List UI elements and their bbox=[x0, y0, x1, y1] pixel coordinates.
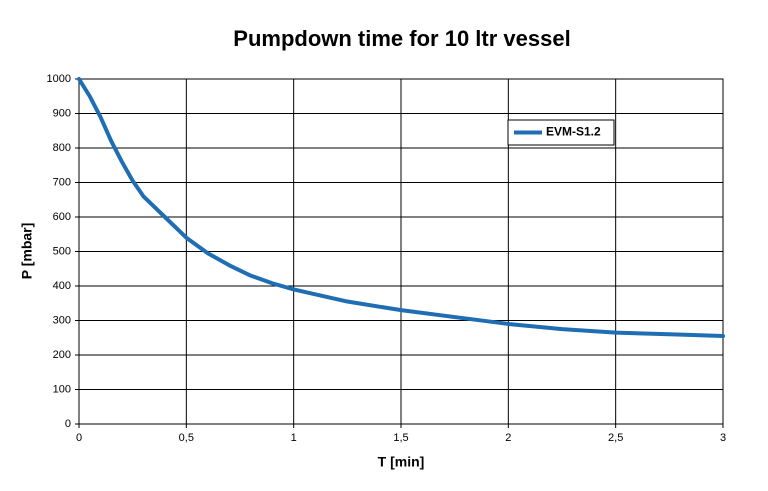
y-tick-label: 200 bbox=[53, 349, 71, 361]
x-tick-label: 2,5 bbox=[608, 432, 623, 444]
y-tick-label: 100 bbox=[53, 383, 71, 395]
legend-label: EVM-S1.2 bbox=[546, 125, 601, 139]
y-tick-label: 1000 bbox=[47, 73, 71, 85]
x-tick-label: 0,5 bbox=[179, 432, 194, 444]
x-axis-label: T [min] bbox=[378, 454, 425, 470]
y-axis-label: P [mbar] bbox=[19, 223, 35, 280]
y-tick-label: 800 bbox=[53, 142, 71, 154]
x-tick-label: 0 bbox=[76, 432, 82, 444]
y-tick-label: 0 bbox=[65, 418, 71, 430]
chart-title: Pumpdown time for 10 ltr vessel bbox=[233, 26, 570, 51]
y-tick-label: 700 bbox=[53, 176, 71, 188]
y-tick-label: 900 bbox=[53, 107, 71, 119]
series-line bbox=[77, 77, 725, 339]
x-tick-label: 2 bbox=[505, 432, 511, 444]
x-tick-label: 1,5 bbox=[393, 432, 408, 444]
y-tick-label: 300 bbox=[53, 314, 71, 326]
y-tick-label: 400 bbox=[53, 280, 71, 292]
x-tick-label: 1 bbox=[291, 432, 297, 444]
y-tick-label: 600 bbox=[53, 211, 71, 223]
x-tick-label: 3 bbox=[720, 432, 726, 444]
y-tick-label: 500 bbox=[53, 245, 71, 257]
